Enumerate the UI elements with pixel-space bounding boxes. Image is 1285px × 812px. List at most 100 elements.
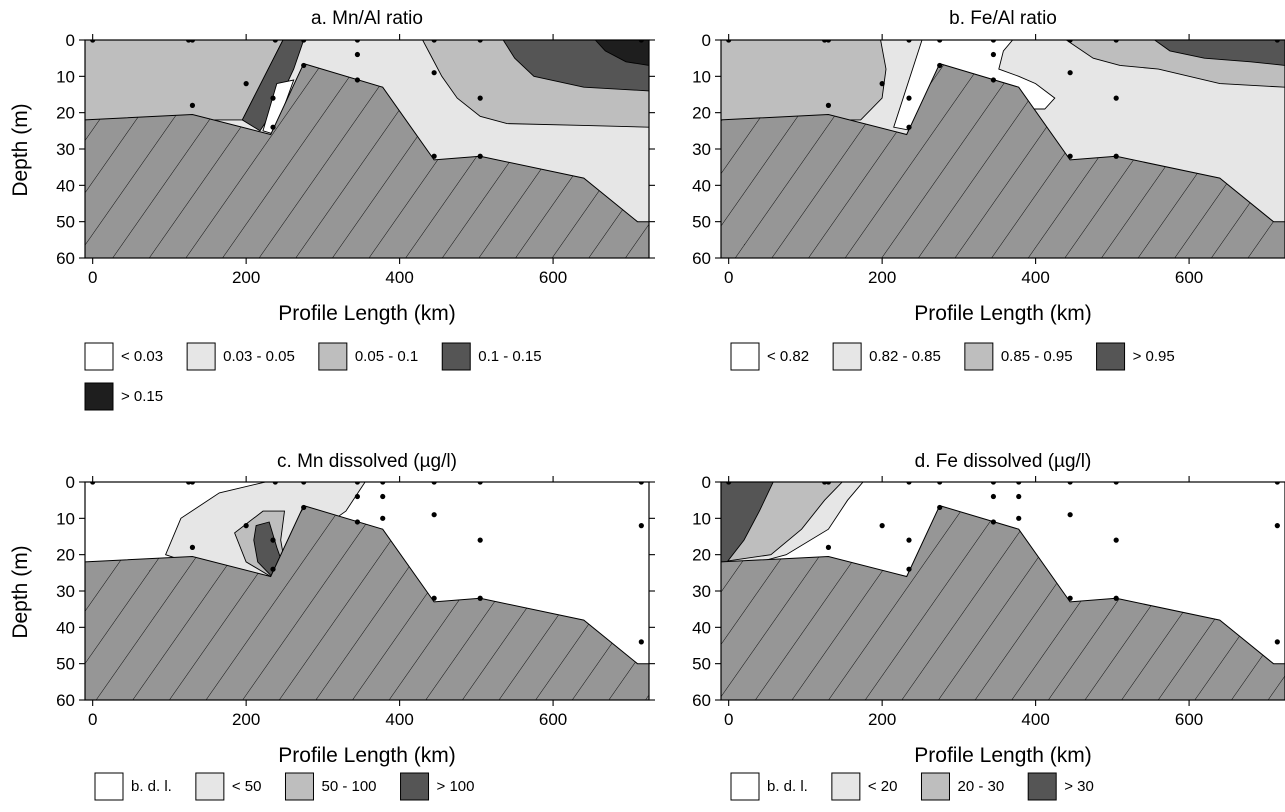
sampling-station (189, 544, 196, 551)
legend-swatch (441, 342, 471, 371)
legend-swatch (195, 772, 225, 801)
sampling-station (1274, 639, 1280, 645)
contour-region (1153, 40, 1285, 66)
x-tick-label: 400 (1021, 710, 1049, 729)
x-axis-label: Profile Length (km) (914, 302, 1091, 325)
plot-content (85, 482, 649, 700)
y-tick-label: 30 (692, 140, 711, 159)
sampling-station (937, 62, 943, 69)
sampling-station (477, 482, 483, 485)
panel-b-fe-al-ratio: b. Fe/Al ratio 0 200 400 600 0 10 20 30 40 50 60 P… (692, 8, 1285, 371)
y-tick-label: 0 (66, 31, 75, 50)
legend-swatch (186, 342, 216, 371)
sampling-station (477, 537, 483, 543)
y-tick-label: 10 (56, 67, 75, 86)
sampling-station (1113, 595, 1119, 601)
x-tick-label: 400 (385, 710, 413, 729)
sampling-station (825, 40, 832, 43)
y-tick-label: 60 (692, 691, 711, 710)
sampling-station (354, 493, 361, 500)
y-axis-label: Depth (m) (9, 545, 32, 638)
y-tick-label: 20 (56, 546, 75, 565)
legend-label: < 20 (868, 778, 898, 795)
sampling-station (431, 70, 437, 76)
legend-swatch (730, 772, 760, 801)
sampling-station (301, 482, 307, 485)
sampling-station (90, 482, 96, 485)
legend-label: 0.05 - 0.1 (355, 348, 418, 365)
sampling-station (380, 493, 386, 500)
sampling-station (1113, 482, 1119, 485)
y-tick-label: 20 (692, 546, 711, 565)
sampling-station (1067, 482, 1073, 485)
sampling-station (1113, 40, 1119, 43)
x-tick-label: 0 (88, 710, 97, 729)
sampling-station (1113, 95, 1119, 101)
y-tick-label: 0 (702, 473, 711, 492)
sampling-station (879, 523, 885, 529)
legend-swatch (284, 772, 314, 801)
sampling-station (301, 62, 307, 69)
sampling-station (821, 482, 828, 485)
legend-label: 0.82 - 0.85 (869, 348, 941, 365)
y-tick-label: 0 (66, 473, 75, 492)
legend-label: > 0.15 (121, 388, 163, 405)
y-tick-label: 40 (56, 618, 75, 637)
plot-area: 0 200 400 600 0 10 20 30 40 50 60 (692, 31, 1285, 287)
x-tick-label: 600 (539, 268, 567, 287)
sampling-station (243, 81, 249, 87)
legend-swatch (730, 342, 760, 371)
sampling-station (906, 537, 912, 543)
plot-content (85, 40, 649, 258)
sampling-station (726, 40, 732, 43)
legend-swatch (84, 382, 114, 411)
sampling-station (270, 537, 276, 543)
legend: < 0.03 0.03 - 0.05 0.05 - 0.1 0.1 - 0.15 > 0… (84, 342, 542, 411)
legend-swatch (318, 342, 348, 371)
x-axis-label: Profile Length (km) (914, 744, 1091, 767)
panel-title: a. Mn/Al ratio (311, 8, 423, 29)
panel-title: d. Fe dissolved (µg/l) (915, 451, 1092, 472)
sampling-station (990, 40, 997, 43)
sampling-station (937, 504, 943, 511)
sampling-station (937, 40, 943, 43)
contour-region (721, 482, 774, 563)
y-tick-label: 30 (56, 140, 75, 159)
legend-swatch (1096, 342, 1126, 371)
sampling-station (189, 40, 196, 43)
y-tick-label: 50 (56, 655, 75, 674)
sampling-station (1274, 523, 1280, 529)
sampling-station (189, 102, 196, 108)
sampling-station (726, 482, 732, 485)
x-tick-label: 600 (1175, 710, 1203, 729)
sampling-station (906, 482, 912, 485)
sampling-station (1113, 153, 1119, 159)
sampling-station (1067, 70, 1073, 76)
sampling-station (1067, 40, 1073, 43)
y-axis-label: Depth (m) (9, 103, 32, 196)
x-tick-label: 400 (385, 268, 413, 287)
sampling-station (906, 566, 912, 572)
legend-label: 0.03 - 0.05 (223, 348, 295, 365)
legend-label: < 50 (232, 778, 262, 795)
legend-swatch (1027, 772, 1057, 801)
sampling-station (270, 95, 276, 101)
sampling-station (431, 40, 437, 43)
legend-label: b. d. l. (767, 778, 808, 795)
sampling-station (825, 482, 832, 485)
sampling-station (990, 77, 997, 83)
sampling-station (354, 40, 361, 43)
sampling-station (477, 595, 483, 601)
legend-label: > 100 (437, 778, 475, 795)
y-tick-label: 20 (56, 104, 75, 123)
sampling-station (879, 81, 885, 87)
sampling-station (90, 40, 96, 43)
legend-swatch (94, 772, 124, 801)
sampling-station (185, 40, 192, 43)
contour-region (721, 40, 887, 121)
sampling-station (431, 595, 437, 601)
y-tick-label: 60 (56, 691, 75, 710)
sampling-station (380, 482, 386, 485)
y-tick-label: 60 (692, 249, 711, 268)
sampling-station (825, 102, 832, 108)
